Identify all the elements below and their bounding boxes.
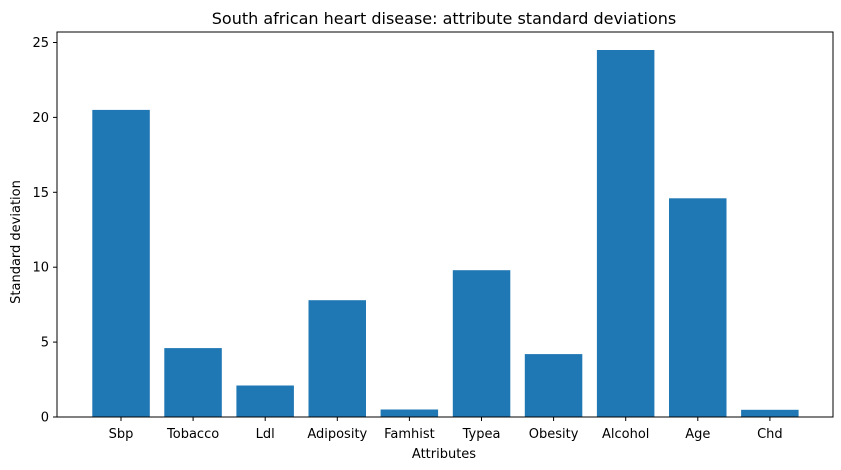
bar-typea [452, 270, 511, 417]
y-axis-label: Standard deviation [9, 180, 24, 304]
x-tick-label: Alcohol [602, 427, 649, 442]
x-tick-label: Adiposity [307, 427, 367, 442]
chart-title: South african heart disease: attribute s… [212, 9, 676, 28]
bar-obesity [524, 354, 583, 417]
x-tick-label: Tobacco [166, 427, 219, 442]
y-tick-label: 15 [32, 186, 49, 201]
x-tick-label: Famhist [384, 427, 435, 442]
bar-chd [741, 409, 799, 417]
bars-group [92, 50, 799, 418]
y-tick-label: 20 [32, 111, 49, 126]
plot-area-frame [56, 31, 834, 418]
bar-sbp [92, 109, 150, 418]
x-tick-label: Chd [757, 427, 783, 442]
bar-alcohol [596, 50, 655, 417]
y-tick-label: 0 [41, 411, 49, 426]
bar-ldl [236, 385, 294, 417]
x-tick-label: Typea [462, 427, 501, 442]
x-tick-label: Age [685, 427, 710, 442]
bar-age [669, 198, 727, 417]
y-tick-label: 5 [41, 336, 49, 351]
x-tick-label: Ldl [256, 427, 275, 442]
y-axis-ticks: 0 5 10 15 20 25 [32, 36, 57, 426]
x-tick-label: Sbp [109, 427, 134, 442]
x-tick-label: Obesity [529, 427, 579, 442]
y-tick-label: 10 [32, 261, 49, 276]
y-tick-label: 25 [32, 36, 49, 51]
bar-adiposity [308, 300, 366, 417]
x-axis-ticks: Sbp Tobacco Ldl Adiposity Famhist Typea Obesit… [109, 417, 783, 442]
x-axis-label: Attributes [412, 447, 476, 462]
bar-famhist [380, 409, 439, 417]
bar-tobacco [164, 348, 222, 417]
